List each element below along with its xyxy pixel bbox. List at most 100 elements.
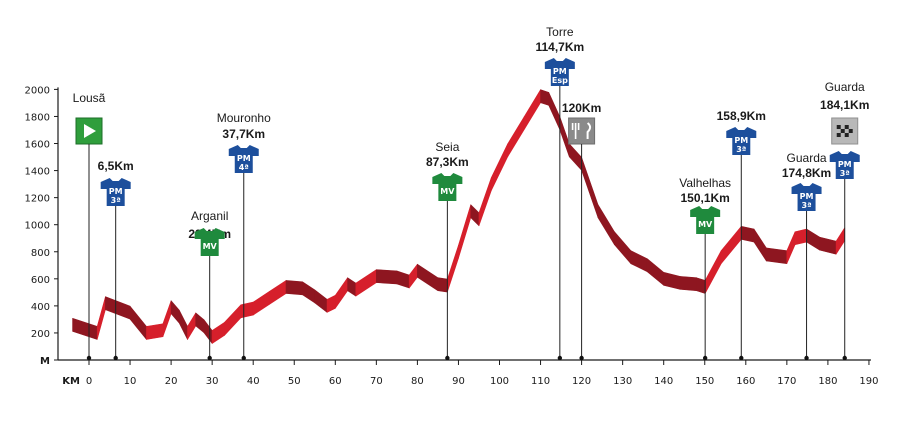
x-tick-label: 160 [736,376,755,387]
waypoint-km-label: 37,7Km [222,127,265,141]
profile-layer [72,89,846,344]
y-axis-title: M [40,356,50,367]
y-tick-label: 600 [31,275,50,286]
profile-segment [679,276,697,292]
profile-segment [252,290,270,316]
profile-segment [540,89,550,106]
profile-segment [835,227,846,255]
x-tick-label: 110 [531,376,550,387]
profile-segment [417,263,439,292]
waypoint-dot [842,355,847,361]
waypoint-dot [702,355,708,361]
profile-segment [447,244,459,293]
waypoint-lous--0: Lousã [73,91,106,361]
profile-segment [523,89,541,131]
mountain-jersey-icon [100,178,131,206]
waypoint-km-label: 158,9Km [717,109,766,123]
y-tick-label: 400 [31,302,50,313]
waypoint-km-label: 120Km [562,101,601,115]
mountain-jersey-icon [791,183,822,211]
y-tick-label: 1600 [25,140,50,151]
x-tick-label: 10 [124,376,137,387]
profile-segment [162,300,172,338]
profile-segment [211,322,225,344]
profile-segment [704,250,722,294]
profile-segment [355,269,377,297]
x-tick-label: 130 [613,376,632,387]
waypoint-dot [113,355,118,361]
waypoint-dot [241,355,246,361]
profile-segment [203,319,213,344]
checker-square [840,129,845,133]
profile-segment [458,204,472,259]
x-tick-label: 80 [411,376,424,387]
profile-segment [490,143,509,191]
x-tick-label: 140 [654,376,673,387]
profile-segment [696,277,706,294]
x-tick-label: 120 [572,376,591,387]
waypoint-name: Torre [546,25,574,39]
x-tick-label: 170 [777,376,796,387]
mv-jersey-icon [432,173,463,201]
checker-square [844,125,849,129]
x-tick-label: 30 [206,376,219,387]
x-tick-label: 20 [165,376,178,387]
y-tick-label: 200 [31,329,50,340]
x-tick-label: 90 [452,376,465,387]
waypoint-km-label: 184,1Km [820,98,869,112]
x-axis-title: KM [62,376,80,387]
waypoint-name: Guarda [825,80,865,94]
profile-segment [806,228,820,251]
x-tick-label: 0 [86,376,92,387]
waypoint-dot [86,355,92,361]
x-tick-label: 70 [370,376,383,387]
waypoint-dot [207,355,212,361]
profile-segment [96,296,106,340]
profile-segment [195,312,205,333]
y-tick-label: 1200 [25,194,50,205]
profile-segment [179,309,188,340]
profile-segment [794,228,807,246]
waypoint-name: Lousã [73,91,106,105]
jersey-label: PM [734,136,748,145]
x-tick-label: 150 [695,376,714,387]
profile-segment [146,323,164,340]
jersey-sub-label: 3ª [802,201,812,210]
profile-segment [335,277,348,309]
y-tick-label: 1000 [25,221,50,232]
jersey-label: MV [440,187,455,196]
feed-zone-icon [568,117,596,145]
waypoints-layer: Lousã6,5KmPM3ªArganil29,4KmMVMouronho37,… [73,25,869,361]
profile-segment [470,204,480,227]
profile-segment [326,295,336,313]
jersey-sub-label: 4ª [239,163,249,172]
profile-segment [285,280,303,296]
profile-segment [720,226,742,264]
profile-segment [408,263,418,289]
profile-segment [646,258,664,286]
play-triangle-icon [84,124,96,138]
jersey-label: MV [698,220,713,229]
jersey-label: PM [838,160,852,169]
y-tick-label: 1400 [25,167,50,178]
profile-segment [753,228,767,262]
mv-jersey-icon [194,228,225,256]
x-tick-label: 190 [859,376,878,387]
profile-segment [819,236,837,255]
profile-segment [559,116,570,158]
x-tick-label: 100 [490,376,509,387]
waypoint-dot [804,355,809,361]
checker-square [848,129,853,133]
waypoint-name: Valhelhas [679,176,731,190]
checker-square [836,125,841,129]
profile-segment [597,204,615,246]
profile-segment [581,157,599,218]
